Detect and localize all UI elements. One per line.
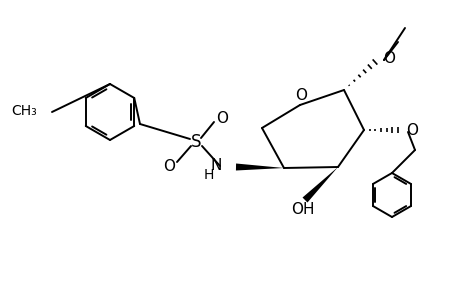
Text: O: O [405, 122, 417, 137]
Text: CH₃: CH₃ [11, 104, 37, 118]
Text: S: S [190, 133, 201, 151]
Text: O: O [382, 50, 394, 65]
Text: O: O [162, 158, 174, 173]
Text: OH: OH [291, 202, 314, 217]
Text: N: N [210, 158, 222, 172]
Polygon shape [235, 164, 283, 170]
Polygon shape [302, 167, 337, 203]
Text: H: H [203, 168, 213, 182]
Text: O: O [216, 110, 228, 125]
Text: O: O [294, 88, 306, 103]
